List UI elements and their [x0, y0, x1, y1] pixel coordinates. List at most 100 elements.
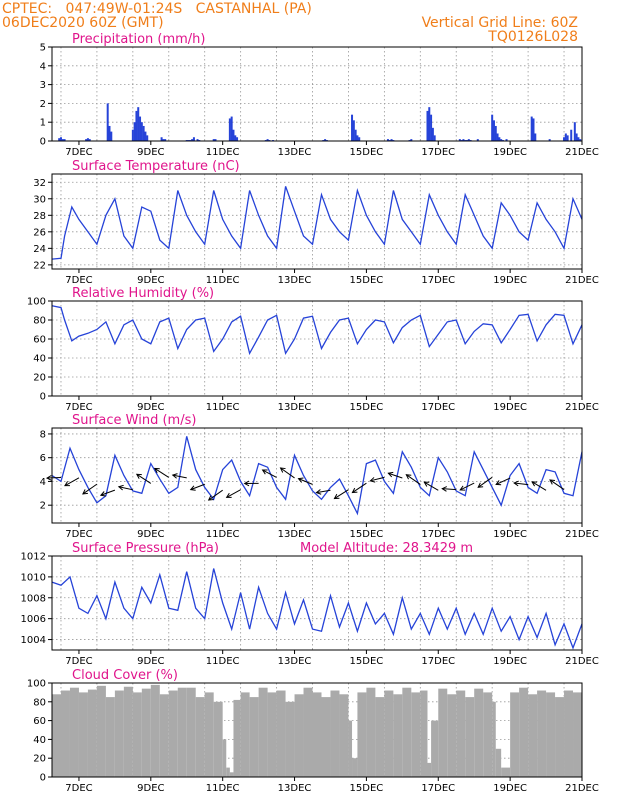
precip-bar — [230, 116, 233, 141]
wind-direction-arrow — [262, 469, 277, 478]
wind-direction-arrow — [172, 474, 187, 479]
precip-bar — [358, 137, 361, 141]
humidity-ytick-label: 80 — [33, 316, 46, 327]
cloud-ytick-label: 80 — [33, 697, 46, 708]
precip-bar — [575, 133, 578, 141]
wind-xtick-label: 17DEC — [421, 529, 455, 540]
precip-bar — [135, 110, 138, 141]
cloud-xtick-label: 19DEC — [493, 783, 527, 794]
cloud-segment — [510, 692, 520, 777]
wind-direction-arrow — [514, 482, 529, 486]
cloud-segment — [366, 687, 376, 777]
cloud-segment — [69, 687, 79, 777]
cloud-segment — [420, 690, 428, 777]
temperature-ytick-label: 22 — [33, 260, 46, 271]
cloud-segment — [52, 694, 61, 777]
precip-frame — [51, 46, 583, 142]
precip-xtick-label: 21DEC — [565, 147, 599, 158]
precip-bar — [570, 129, 573, 141]
header-station: CPTEC: 047:49W-01:24S CASTANHAL (PA) — [2, 1, 312, 17]
pressure-ytick-label: 1010 — [21, 572, 46, 583]
cloud-segment — [78, 692, 88, 777]
precip-bar — [232, 129, 235, 141]
cloud-segment — [384, 690, 394, 777]
humidity-ytick-label: 60 — [33, 335, 46, 346]
humidity-ytick-label: 100 — [27, 297, 46, 308]
cloud-segment — [339, 694, 349, 777]
temperature-xtick-label: 15DEC — [350, 275, 384, 286]
precip-bar — [410, 139, 413, 141]
temperature-xtick-label: 11DEC — [206, 275, 240, 286]
cloud-segment — [519, 687, 529, 777]
precip-bar — [476, 139, 479, 141]
pressure-ytick-label: 1012 — [21, 552, 46, 563]
precip-bar — [146, 135, 149, 141]
precip-bar — [496, 133, 499, 141]
precip-ytick-label: 2 — [40, 99, 46, 110]
precip-ytick-label: 3 — [40, 80, 46, 91]
cloud-xtick-label: 13DEC — [278, 783, 312, 794]
wind-arrow-head — [279, 467, 286, 473]
precip-bar — [162, 139, 165, 141]
header-run-time: 06DEC2020 60Z (GMT) — [2, 15, 164, 31]
pressure-xtick-label: 13DEC — [278, 656, 312, 667]
wind-direction-arrow — [298, 478, 313, 485]
wind-xtick-label: 21DEC — [565, 529, 599, 540]
cloud-segment — [168, 690, 178, 777]
precip-panel: 0 1 2 3 4 5 7DEC 9DEC 11DEC 13DEC 15DEC 17DEC 19DEC 2… — [40, 32, 599, 158]
pressure-ytick-label: 1008 — [21, 593, 46, 604]
precip-bar — [573, 122, 576, 141]
cloud-segment — [402, 687, 412, 777]
wind-arrow-head — [153, 467, 160, 474]
cloud-segment — [431, 720, 439, 777]
cloud-segment — [537, 690, 547, 777]
pressure-xtick-label: 17DEC — [421, 656, 455, 667]
wind-direction-arrow — [406, 474, 421, 485]
precip-bar — [228, 118, 231, 141]
cloud-xtick-label: 7DEC — [65, 783, 92, 794]
cloud-segment — [294, 694, 304, 777]
wind-direction-arrow — [442, 488, 457, 491]
precip-bar — [530, 116, 533, 141]
cloud-segment — [222, 739, 227, 777]
precip-xtick-label: 17DEC — [421, 147, 455, 158]
wind-direction-arrow — [549, 479, 565, 490]
precip-bar — [566, 135, 569, 141]
temperature-ytick-label: 32 — [33, 178, 46, 189]
precip-bar — [214, 139, 217, 141]
precip-bar — [86, 138, 89, 141]
cloud-segment — [229, 772, 234, 777]
precip-bar — [356, 135, 359, 141]
cloud-segment — [456, 690, 466, 777]
wind-direction-arrow — [370, 476, 385, 482]
cloud-segment — [564, 690, 574, 777]
cloud-segment — [352, 758, 358, 777]
precip-bar — [351, 114, 354, 141]
cloud-segment — [495, 748, 502, 777]
cloud-segment — [411, 692, 421, 777]
humidity-ytick-label: 0 — [40, 392, 46, 403]
wind-arrow-head — [171, 473, 178, 479]
precip-bar — [577, 137, 580, 141]
precip-bar — [164, 139, 167, 141]
precip-bar — [428, 107, 431, 141]
cloud-xtick-label: 15DEC — [350, 783, 384, 794]
cloud-segment — [177, 687, 187, 777]
wind-arrow-head — [45, 475, 52, 481]
precip-ytick-label: 5 — [40, 43, 46, 54]
wind-direction-arrow — [531, 481, 547, 491]
humidity-frame — [51, 300, 583, 397]
precip-xtick-label: 9DEC — [137, 147, 164, 158]
cloud-ytick-label: 100 — [27, 679, 46, 690]
wind-direction-arrow — [46, 477, 62, 479]
wind-direction-arrow — [100, 489, 116, 496]
cloud-segment — [150, 684, 160, 777]
precip-bar — [133, 122, 136, 141]
wind-direction-arrow — [190, 483, 205, 491]
cloud-segment — [233, 699, 241, 777]
precip-bar — [532, 118, 535, 141]
precip-bar — [108, 125, 111, 141]
pressure-xtick-label: 21DEC — [565, 656, 599, 667]
temperature-line — [51, 186, 583, 260]
humidity-xtick-label: 7DEC — [65, 402, 92, 413]
